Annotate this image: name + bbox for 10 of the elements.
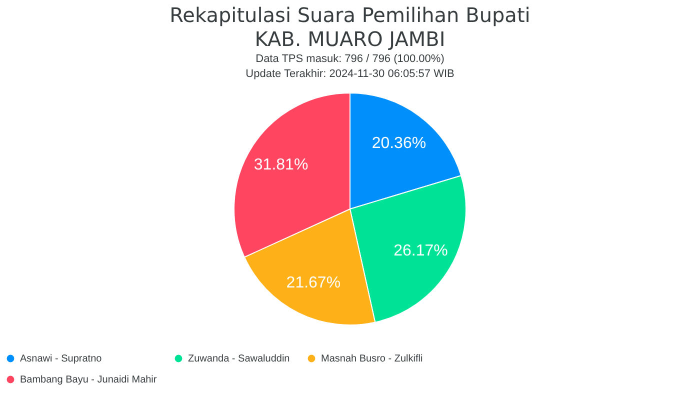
chart-subtitle: Data TPS masuk: 796 / 796 (100.00%) Update Terakhir: 2024-11-30 06:05:57 WIB (246, 53, 454, 80)
legend-label: Masnah Busro - Zulkifli (321, 354, 423, 365)
data-label: 21.67% (286, 274, 341, 292)
legend-label: Asnawi - Supratno (20, 354, 102, 365)
data-label: 31.81% (254, 156, 308, 174)
legend-label: Zuwanda - Sawaluddin (188, 354, 290, 365)
chart-title: Rekapitulasi Suara Pemilihan Bupati KAB. MUARO JAMBI (170, 3, 530, 51)
data-label: 20.36% (372, 135, 426, 152)
data-label: 26.17% (394, 242, 448, 260)
legend-label: Bambang Bayu - Junaidi Mahir (20, 374, 158, 386)
